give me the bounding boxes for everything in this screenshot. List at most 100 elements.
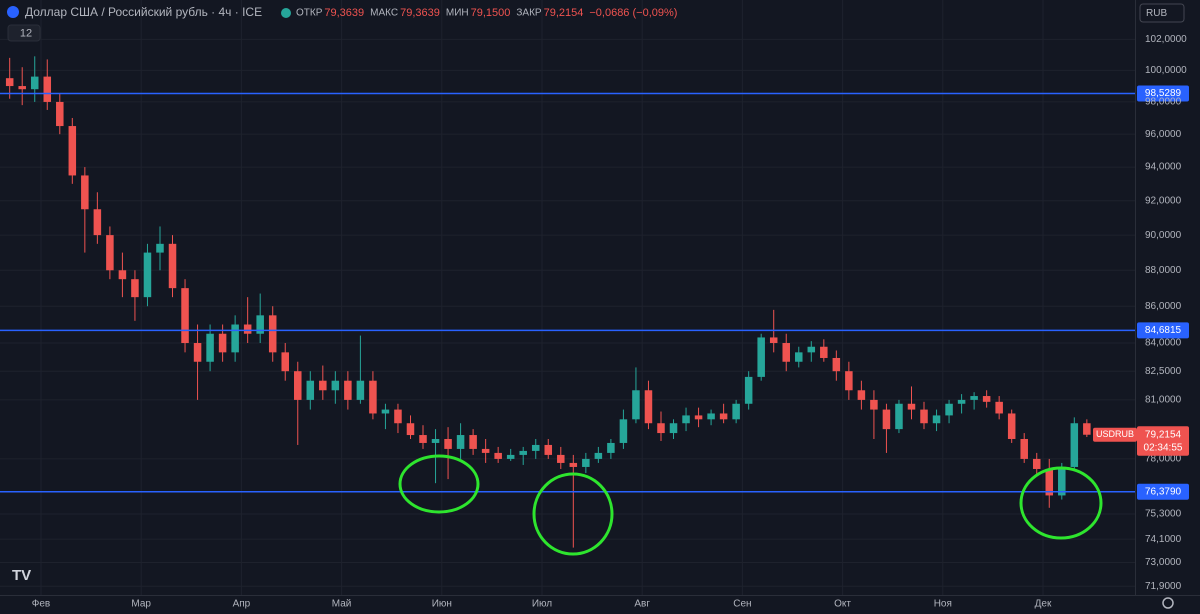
- candle-body: [18, 86, 26, 90]
- candle-body: [81, 175, 89, 210]
- legend-value: 79,1500: [471, 7, 511, 19]
- indicator-count[interactable]: 12: [20, 27, 32, 39]
- candle-body: [719, 413, 728, 420]
- candle-body: [807, 346, 816, 353]
- x-tick-label: Апр: [233, 599, 251, 610]
- legend-value: 79,3639: [324, 7, 364, 19]
- grid: [0, 0, 1135, 595]
- candle-body: [519, 450, 527, 455]
- candle-body: [319, 380, 327, 391]
- candle-body: [419, 435, 427, 443]
- candle-body: [857, 390, 866, 400]
- candle-body: [531, 444, 540, 451]
- candle-body: [870, 399, 878, 410]
- y-tick-label: 94,0000: [1145, 162, 1182, 173]
- candle-body: [106, 235, 114, 271]
- candle-body: [1020, 438, 1028, 459]
- candle-body: [268, 315, 277, 353]
- status-dot: [281, 8, 291, 18]
- candle-body: [56, 101, 64, 127]
- candle-body: [406, 423, 415, 436]
- candles: [5, 56, 1091, 548]
- candle-body: [582, 458, 590, 467]
- candle-body: [394, 409, 402, 424]
- candle-body: [957, 399, 966, 404]
- candle-body: [544, 444, 553, 455]
- candle-body: [982, 396, 991, 402]
- candle-body: [431, 438, 440, 443]
- candle-body: [1032, 458, 1041, 469]
- candle-body: [644, 390, 653, 424]
- indicator-button[interactable]: [7, 24, 41, 42]
- candle-body: [131, 279, 139, 298]
- candle-body: [732, 403, 740, 420]
- candle-body: [43, 76, 52, 102]
- candle-body: [168, 243, 177, 289]
- change-label: −0,0686 (−0,09%): [589, 7, 677, 19]
- candle-body: [381, 409, 390, 414]
- currency-button[interactable]: [1139, 3, 1185, 23]
- candle-body: [481, 448, 490, 453]
- candle-body: [68, 126, 77, 176]
- symbol-label: USDRUB: [1096, 429, 1134, 439]
- candle-body: [669, 423, 678, 434]
- candle-body: [1083, 423, 1091, 435]
- candle-body: [30, 76, 39, 90]
- candle-body: [1007, 413, 1016, 439]
- legend-value: 79,3639: [400, 7, 440, 19]
- level-label-box: [1137, 483, 1189, 500]
- highlight-circle: [1019, 466, 1103, 540]
- legend-name: МИН: [446, 8, 469, 19]
- candle-body: [218, 333, 227, 353]
- legend-name: ЗАКР: [516, 8, 542, 19]
- candle-body: [632, 390, 640, 420]
- candle-body: [456, 435, 465, 449]
- candle-body: [281, 352, 289, 372]
- y-tick-label: 82,5000: [1145, 366, 1182, 377]
- chart-title[interactable]: Доллар США / Российский рубль · 4ч · ICE: [25, 5, 262, 19]
- y-tick-label: 78,0000: [1145, 454, 1182, 465]
- x-tick-label: Окт: [834, 599, 851, 610]
- countdown: 02:34:55: [1144, 442, 1183, 453]
- candle-body: [143, 252, 152, 298]
- y-tick-label: 90,0000: [1145, 230, 1182, 241]
- close-price-box: [1137, 427, 1189, 456]
- candle-body: [995, 401, 1003, 414]
- settings-icon[interactable]: [1162, 597, 1174, 609]
- y-tick-label: 86,0000: [1145, 301, 1182, 312]
- levels: 98,5289 84,6815 76,3790: [0, 85, 1189, 500]
- candle-body: [444, 438, 452, 449]
- logo: TV: [12, 567, 31, 584]
- currency-label[interactable]: RUB: [1146, 8, 1167, 19]
- candle-body: [920, 409, 928, 424]
- candle-body: [682, 415, 690, 424]
- y-tick-label: 71,9000: [1145, 581, 1182, 592]
- y-tick-label: 73,0000: [1145, 557, 1182, 568]
- candle-body: [619, 419, 628, 443]
- candle-body: [895, 403, 903, 430]
- highlight-circle: [532, 472, 614, 556]
- candle-body: [970, 396, 978, 400]
- candle-body: [795, 352, 803, 362]
- x-tick-label: Авг: [634, 599, 650, 610]
- y-tick-label: 102,0000: [1145, 34, 1187, 45]
- candle-body: [206, 333, 214, 362]
- candle-body: [256, 315, 264, 334]
- candle-body: [5, 78, 14, 87]
- x-tick-label: Сен: [733, 599, 751, 610]
- candle-body: [369, 380, 377, 414]
- candle-body: [594, 452, 603, 459]
- candle-body: [1070, 423, 1079, 467]
- y-tick-label: 84,0000: [1145, 338, 1182, 349]
- level-label: 76,3790: [1145, 486, 1182, 497]
- level-label-box: [1137, 322, 1189, 339]
- y-tick-label: 81,0000: [1145, 395, 1182, 406]
- candle-body: [820, 346, 828, 358]
- y-tick-label: 75,3000: [1145, 509, 1182, 520]
- level-label: 84,6815: [1145, 325, 1182, 336]
- candle-body: [882, 409, 891, 430]
- candle-body: [1045, 468, 1054, 496]
